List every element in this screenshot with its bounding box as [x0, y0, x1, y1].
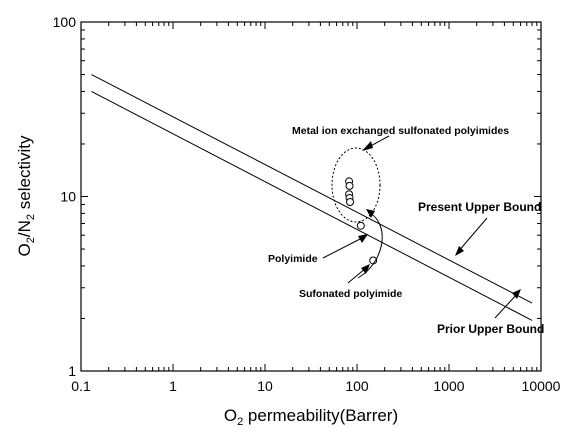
data-point: [346, 197, 355, 206]
metal-ion-arrowhead: [362, 141, 373, 151]
y-tick-label: 100: [53, 14, 77, 30]
sufonated-polyimide-label-arrow: [347, 267, 367, 284]
y-tick-label: 10: [60, 189, 76, 205]
x-tick-label: 100: [345, 378, 369, 394]
present-bound-arrowhead: [455, 246, 464, 256]
x-tick-label: 1: [169, 378, 177, 394]
y-tick-label: 1: [68, 363, 76, 379]
x-tick-label: 10: [257, 378, 273, 394]
polyimide-arrowhead: [358, 234, 368, 243]
sufonated-polyimide-label-arrowhead: [361, 264, 370, 274]
present-upper-bound-line: [91, 74, 533, 304]
plot-frame: [80, 21, 542, 372]
x-axis-title: O2 permeability(Barrer): [224, 406, 398, 428]
data-point: [356, 221, 365, 230]
polyimide-arrow: [322, 236, 365, 259]
prior-bound-arrow: [494, 292, 519, 319]
x-tick-label: 1000: [433, 378, 464, 394]
x-tick-label: 0.1: [71, 378, 91, 394]
metal-ion-label: Metal ion exchanged sulfonated polyimide…: [292, 125, 509, 137]
prior-upper-bound-line: [91, 90, 533, 321]
prior-bound-arrowhead: [512, 289, 521, 299]
sufonated-polyimide-arrowhead: [366, 209, 375, 218]
x-tick-label: 10000: [522, 378, 561, 394]
polyimide-label: Polyimide: [268, 253, 318, 265]
y-axis-title: O2/N2 selectivity: [15, 135, 37, 256]
prior-upper-bound-label: Prior Upper Bound: [437, 322, 544, 336]
data-point: [345, 181, 354, 190]
present-bound-arrow: [456, 217, 488, 254]
axis-ticks: [80, 22, 541, 372]
present-upper-bound-label: Present Upper Bound: [418, 200, 541, 214]
data-points: [345, 177, 378, 265]
sufonated-polyimide-label: Sufonated polyimide: [299, 288, 402, 300]
metal-ion-group-ellipse: [331, 147, 381, 223]
